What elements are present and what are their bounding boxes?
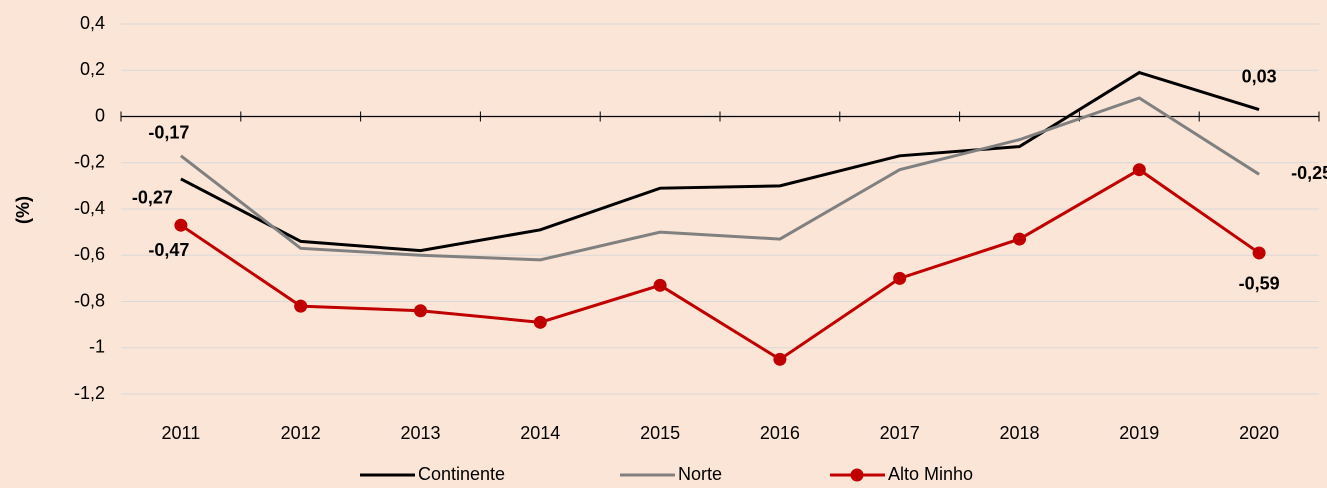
point xyxy=(1132,163,1146,177)
point xyxy=(1013,232,1026,246)
point xyxy=(773,352,787,366)
legend-label: Alto Minho xyxy=(888,464,973,484)
data-label: -0,59 xyxy=(1239,274,1280,294)
data-label: -0,25 xyxy=(1291,163,1327,183)
series-line xyxy=(180,70,1260,253)
point xyxy=(533,315,547,329)
legend-label: Continente xyxy=(418,464,505,484)
point xyxy=(1252,246,1266,260)
x-tick-label: 2016 xyxy=(760,423,800,443)
y-tick-label: 0 xyxy=(95,105,105,125)
legend-marker xyxy=(850,468,864,482)
y-tick-label: -0,6 xyxy=(74,244,105,264)
x-tick-label: 2014 xyxy=(520,423,560,443)
y-tick-label: 0,2 xyxy=(80,59,105,79)
data-label: 0,03 xyxy=(1242,66,1277,86)
point xyxy=(653,278,667,292)
y-axis-label: (%) xyxy=(13,196,33,224)
point xyxy=(414,304,427,318)
data-label: -0,27 xyxy=(132,188,173,208)
x-tick-label: 2012 xyxy=(281,423,321,443)
point xyxy=(893,271,907,285)
y-tick-label: -1 xyxy=(89,337,105,357)
point xyxy=(174,218,188,232)
x-tick-label: 2019 xyxy=(1119,423,1159,443)
x-tick-label: 2013 xyxy=(400,423,440,443)
data-label: -0,17 xyxy=(148,123,189,143)
y-tick-label: -0,8 xyxy=(74,290,105,310)
y-tick-label: 0,4 xyxy=(80,13,105,33)
x-tick-label: 2011 xyxy=(162,423,201,443)
x-tick-label: 2015 xyxy=(640,423,680,443)
series-line xyxy=(179,96,1260,262)
x-tick-label: 2018 xyxy=(999,423,1039,443)
point xyxy=(294,299,308,313)
y-tick-label: -1,2 xyxy=(74,383,105,403)
x-tick-label: 2017 xyxy=(880,423,920,443)
legend-label: Norte xyxy=(678,464,722,484)
data-label: -0,47 xyxy=(148,240,189,260)
series-line xyxy=(180,167,1260,362)
x-tick-label: 2020 xyxy=(1239,423,1279,443)
y-tick-label: -0,4 xyxy=(74,198,105,218)
y-tick-label: -0,2 xyxy=(74,152,105,172)
